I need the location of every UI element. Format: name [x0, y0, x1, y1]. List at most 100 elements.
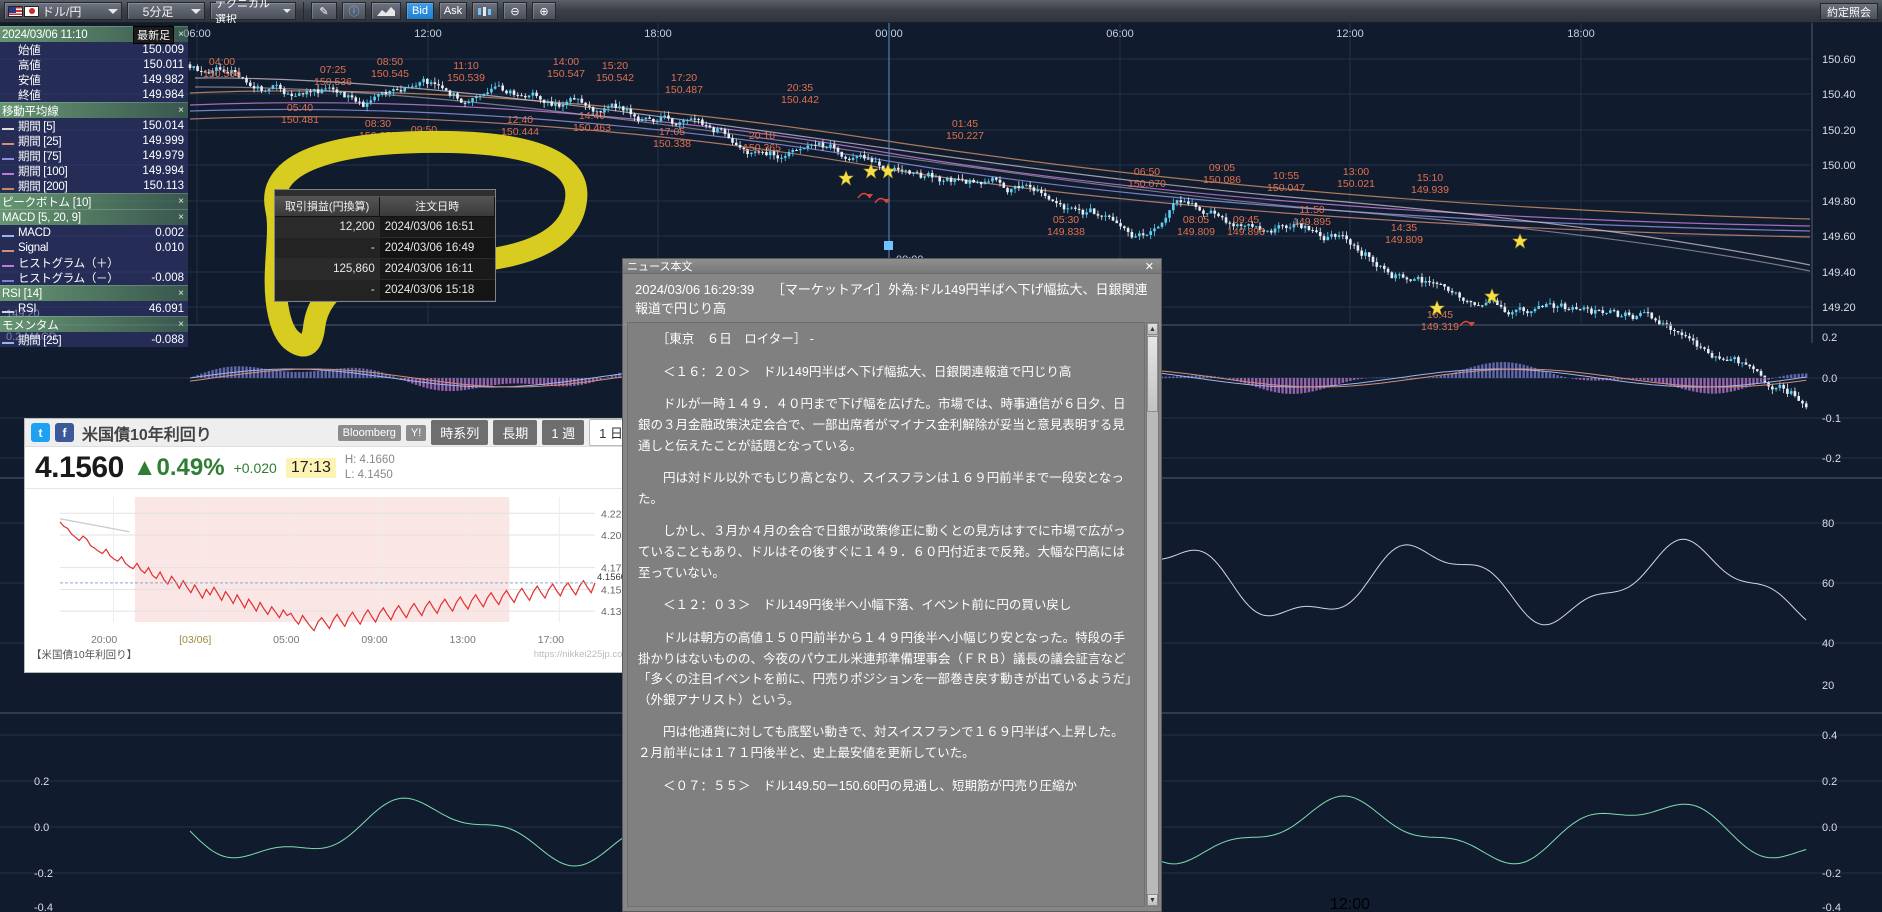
- x-tick-label: 13:00: [449, 634, 476, 646]
- close-icon[interactable]: ×: [178, 105, 184, 116]
- source-bloomberg[interactable]: Bloomberg: [337, 424, 401, 441]
- series-color-swatch: [2, 122, 16, 130]
- pencil-icon[interactable]: ✎: [311, 2, 337, 20]
- news-paragraph: ドルが一時１４９．４０円まで下げ幅を広げた。市場では、時事通信が６日夕、日銀の３…: [638, 397, 1126, 453]
- bond-chart-x-axis: 20:00 [03/06] 05:00 09:00 13:00 17:00: [60, 634, 595, 646]
- twitter-icon[interactable]: t: [31, 423, 50, 442]
- news-scrollbar[interactable]: ▲ ▼: [1146, 322, 1159, 907]
- peakbottom-header: ピークボトム [10] ×: [0, 193, 188, 209]
- zoom-in-icon[interactable]: ⊕: [532, 2, 556, 20]
- facebook-icon[interactable]: f: [55, 423, 74, 442]
- news-body[interactable]: ［東京 ６日 ロイター］ - ＜１６：２０＞ ドル149円半ばへ下げ幅拡大、日銀…: [627, 322, 1145, 907]
- info-row-label: 終値: [18, 89, 41, 102]
- series-color-swatch: [2, 259, 16, 267]
- tab-1week[interactable]: 1 週: [542, 420, 585, 445]
- svg-text:-0.2: -0.2: [1822, 453, 1841, 465]
- svg-text:149.80: 149.80: [1822, 196, 1856, 208]
- table-row[interactable]: -2024/03/06 15:18: [275, 279, 495, 301]
- zoom-out-icon[interactable]: ⊖: [503, 2, 527, 20]
- series-color-swatch: [2, 182, 16, 190]
- info-row-ma-4: 期間 [200] 150.113: [0, 178, 188, 193]
- table-row[interactable]: 125,860 2024/03/06 16:11: [275, 258, 495, 280]
- order-table-body: 12,200 2024/03/06 16:51-2024/03/06 16:49 1…: [275, 216, 495, 301]
- bid-button[interactable]: Bid: [406, 2, 434, 20]
- x-tick-label: 17:00: [537, 634, 565, 646]
- rsi-header: RSI [14] ×: [0, 285, 188, 301]
- cell-order-datetime: 2024/03/06 16:11: [379, 258, 495, 280]
- area-chart-icon[interactable]: [371, 2, 401, 20]
- svg-text:08:30: 08:30: [365, 118, 391, 130]
- info-row-value: -0.008: [151, 271, 184, 284]
- bond-yield-chart[interactable]: 4.22 4.20 4.17 4.15 4.13 4.1560 20:00 [03/06] 0…: [25, 489, 639, 646]
- svg-text:-0.2: -0.2: [1822, 868, 1841, 880]
- candlestick-icon[interactable]: [472, 2, 498, 20]
- divider: [303, 2, 304, 20]
- bond-low: L: 4.1450: [344, 468, 393, 481]
- info-row-label: ヒストグラム（＋）: [18, 257, 119, 270]
- close-icon[interactable]: ✕: [1144, 260, 1154, 273]
- svg-text:14:40: 14:40: [579, 110, 605, 122]
- symbol-label: ドル/円: [42, 4, 82, 19]
- series-color-swatch: [2, 167, 16, 175]
- table-row[interactable]: 12,200 2024/03/06 16:51: [275, 216, 495, 238]
- ask-button[interactable]: Ask: [439, 2, 467, 20]
- info-row-label: 高値: [18, 59, 41, 72]
- source-yahoo[interactable]: Y!: [405, 424, 427, 441]
- ma-header: 移動平均線 ×: [0, 102, 188, 118]
- svg-text:15:10: 15:10: [1417, 172, 1443, 184]
- svg-text:4.17: 4.17: [601, 563, 622, 575]
- info-row-value: 149.994: [142, 164, 184, 177]
- svg-text:150.227: 150.227: [946, 130, 984, 142]
- ma-header-label: 移動平均線: [2, 105, 59, 118]
- info-row-label: 期間 [5]: [18, 120, 56, 133]
- col-header-pl[interactable]: 取引損益(円換算): [275, 197, 381, 217]
- main-chart-price-axis-left: x: [1765, 54, 1771, 66]
- col-header-datetime[interactable]: 注文日時: [379, 197, 495, 217]
- svg-text:149.893: 149.893: [1227, 226, 1265, 238]
- technical-select-button[interactable]: テクニカル選択: [210, 0, 296, 26]
- svg-text:60: 60: [1822, 578, 1834, 590]
- account-badge[interactable]: 約定照会: [1820, 3, 1878, 20]
- news-window[interactable]: ニュース本文 ✕ 2024/03/06 16:29:39 ［マーケットアイ］外為…: [622, 258, 1162, 912]
- tab-longterm[interactable]: 長期: [493, 420, 538, 445]
- close-icon[interactable]: ×: [178, 319, 184, 330]
- cell-order-datetime: 2024/03/06 16:49: [379, 237, 495, 259]
- svg-text:150.564: 150.564: [203, 68, 241, 80]
- info-row-value: -0.088: [151, 333, 184, 346]
- close-icon[interactable]: ×: [178, 212, 184, 223]
- bond-yield-widget[interactable]: t f 米国債10年利回り Bloomberg Y! 時系列 長期 1 週 1 …: [24, 418, 640, 673]
- symbol-select[interactable]: ドル/円: [4, 2, 122, 20]
- close-icon[interactable]: ×: [178, 29, 184, 40]
- order-history-table[interactable]: 取引損益(円換算) 注文日時 12,200 2024/03/06 16:51-20…: [274, 189, 496, 302]
- news-paragraph: ＜１６：２０＞ ドル149円半ばへ下げ幅拡大、日銀関連報道で円じり高: [638, 364, 1072, 379]
- bond-footer-label: 【米国債10年利回り】: [31, 648, 138, 661]
- svg-text:11:10: 11:10: [453, 60, 479, 72]
- svg-text:149.895: 149.895: [1293, 216, 1331, 228]
- jp-flag-icon: [24, 5, 39, 17]
- info-row-value: 149.999: [142, 134, 184, 147]
- scroll-down-icon[interactable]: ▼: [1147, 894, 1158, 906]
- info-row-macd-3: ヒストグラム（－） -0.008: [0, 270, 188, 285]
- info-icon[interactable]: ⓘ: [342, 2, 366, 20]
- table-row[interactable]: -2024/03/06 16:49: [275, 237, 495, 259]
- svg-text:150.070: 150.070: [1128, 178, 1166, 190]
- chevron-down-icon: [283, 9, 291, 13]
- info-row-value: 150.009: [142, 43, 184, 56]
- tab-timeseries[interactable]: 時系列: [431, 420, 489, 445]
- timeframe-select[interactable]: 5分足: [127, 2, 205, 20]
- scroll-up-icon[interactable]: ▲: [1147, 323, 1158, 335]
- svg-text:149.60: 149.60: [1822, 231, 1856, 243]
- news-window-titlebar[interactable]: ニュース本文 ✕: [623, 259, 1161, 274]
- svg-text:06:00: 06:00: [1106, 28, 1134, 40]
- close-icon[interactable]: ×: [178, 288, 184, 299]
- svg-text:4.1560: 4.1560: [597, 572, 626, 583]
- cell-order-datetime: 2024/03/06 16:51: [379, 216, 495, 238]
- bond-quote-row: 4.1560 ▲0.49% +0.020 17:13 H: 4.1660 L: …: [25, 447, 639, 489]
- close-icon[interactable]: ×: [178, 196, 184, 207]
- macd-header-label: MACD [5, 20, 9]: [2, 211, 81, 224]
- info-row-rsi-0: RSI 46.091: [0, 301, 188, 316]
- svg-text:06:50: 06:50: [1134, 166, 1160, 178]
- svg-text:4.15: 4.15: [601, 584, 622, 596]
- svg-text:150.021: 150.021: [1337, 178, 1375, 190]
- scrollbar-thumb[interactable]: [1147, 336, 1158, 412]
